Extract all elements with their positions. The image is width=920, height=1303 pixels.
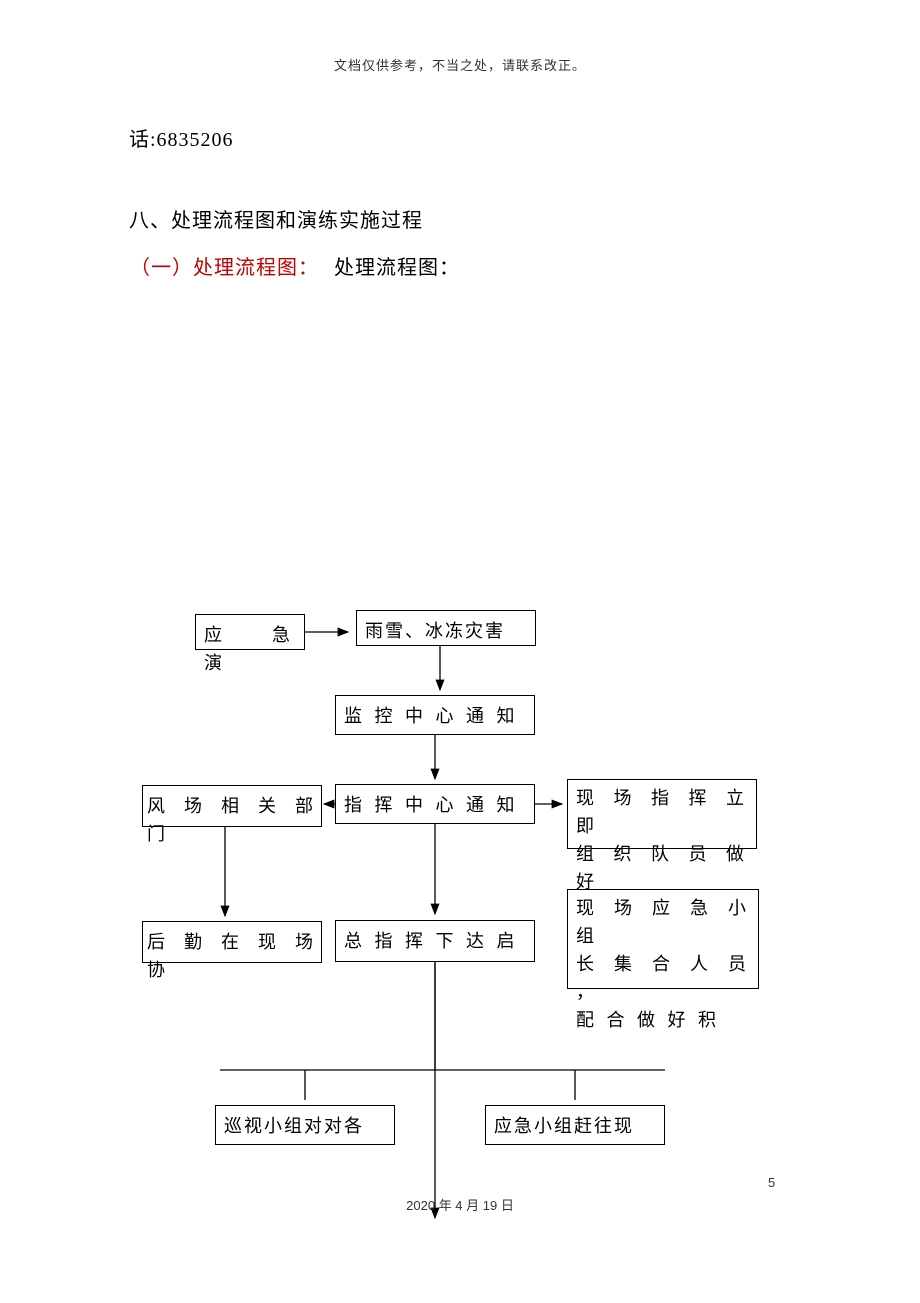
- node-label: 总 指 挥 下 达 启: [344, 927, 519, 955]
- node-related-dept: 风 场 相 关 部 门: [142, 785, 322, 827]
- node-emergency-drill: 应 急 演: [195, 614, 305, 650]
- node-logistics: 后 勤 在 现 场 协: [142, 921, 322, 963]
- node-label: 雨雪、冰冻灾害: [365, 617, 505, 645]
- subsection-1-label: （一）处理流程图：: [130, 251, 319, 280]
- node-label-l1: 现 场 指 挥 立 即: [576, 784, 748, 840]
- node-disaster: 雨雪、冰冻灾害: [356, 610, 536, 646]
- header-disclaimer: 文档仅供参考，不当之处，请联系改正。: [0, 55, 920, 74]
- node-label: 巡视小组对对各: [224, 1112, 364, 1140]
- node-label-l1: 现 场 应 急 小 组: [576, 894, 750, 950]
- flowchart-connectors: [0, 0, 920, 1303]
- node-onsite-command: 现 场 指 挥 立 即 组 织 队 员 做 好: [567, 779, 757, 849]
- page-number: 5: [768, 1175, 775, 1190]
- phone-line: 话:6835206: [129, 123, 234, 152]
- node-label: 监 控 中 心 通 知: [344, 702, 519, 730]
- node-label-l2: 长 集 合 人 员 ，: [576, 950, 750, 1006]
- node-monitor-center: 监 控 中 心 通 知: [335, 695, 535, 735]
- section-8-heading: 八、处理流程图和演练实施过程: [129, 204, 423, 233]
- node-onsite-team: 现 场 应 急 小 组 长 集 合 人 员 ， 配 合 做 好 积: [567, 889, 759, 989]
- node-label: 指 挥 中 心 通 知: [344, 791, 519, 819]
- node-emergency-team-go: 应急小组赶往现: [485, 1105, 665, 1145]
- node-label-l3: 配 合 做 好 积: [576, 1006, 750, 1034]
- node-patrol-team: 巡视小组对对各: [215, 1105, 395, 1145]
- node-label: 风 场 相 关 部 门: [147, 792, 317, 848]
- node-label: 应急小组赶往现: [494, 1112, 634, 1140]
- footer-date: 2020 年 4 月 19 日: [0, 1195, 920, 1214]
- node-chief-command: 总 指 挥 下 达 启: [335, 920, 535, 962]
- node-label: 应 急 演: [204, 621, 296, 677]
- flowchart-title: 处理流程图：: [334, 251, 460, 280]
- node-label: 后 勤 在 现 场 协: [147, 928, 317, 984]
- node-command-center: 指 挥 中 心 通 知: [335, 784, 535, 824]
- node-label-l2: 组 织 队 员 做 好: [576, 840, 748, 896]
